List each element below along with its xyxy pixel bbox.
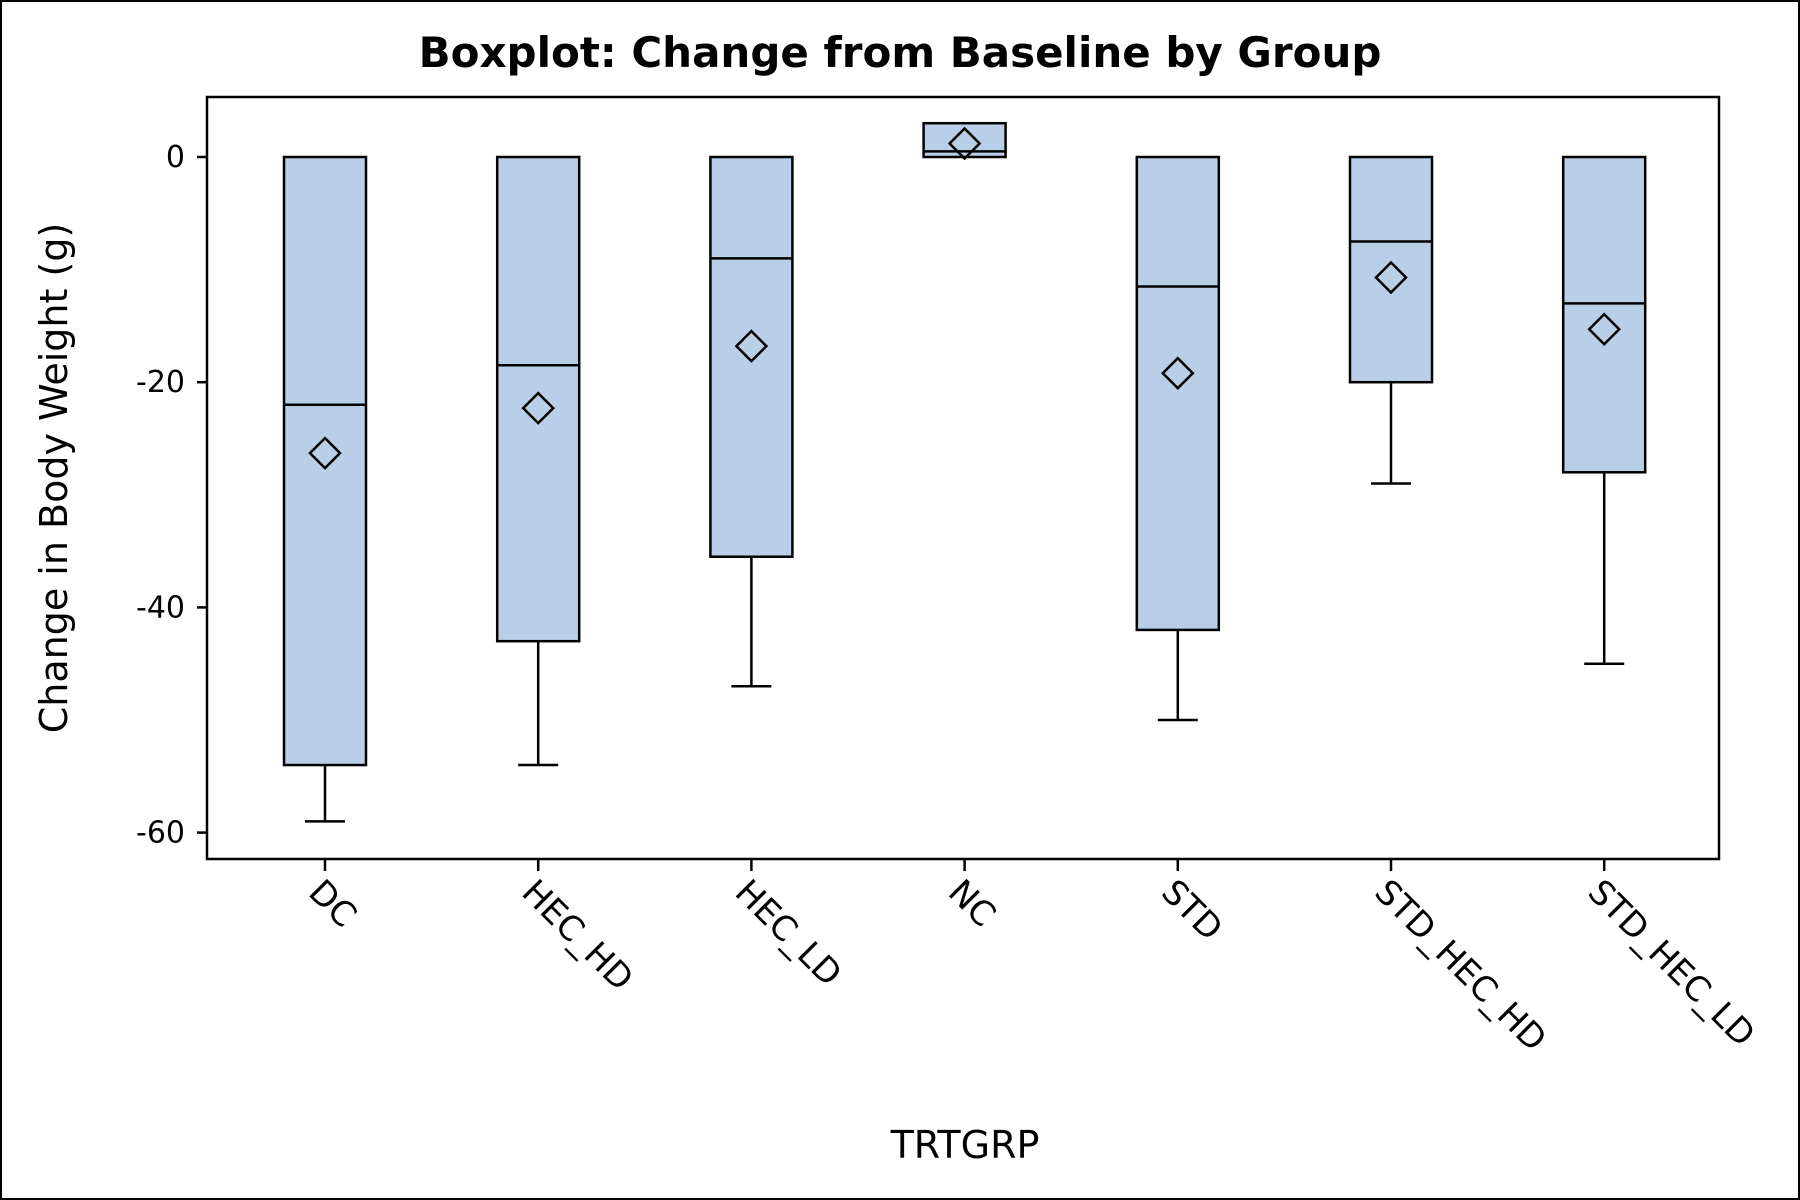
mean-marker (1161, 356, 1195, 390)
x-tick-label: STD_HEC_LD (1580, 872, 1763, 1055)
mean-marker (308, 436, 342, 470)
box-std-hec-ld (1561, 155, 1647, 665)
y-axis: 0 -20 -40 -60 (136, 140, 207, 851)
y-axis-label: Change in Body Weight (g) (32, 223, 76, 734)
y-tick-label: 0 (166, 140, 185, 175)
box-iqr (709, 155, 794, 558)
x-tick-label: DC (301, 872, 365, 936)
mean-marker (1374, 260, 1408, 295)
box-std (1135, 155, 1221, 722)
y-tick-label: -20 (136, 365, 185, 400)
x-tick-label: STD_HEC_HD (1367, 872, 1554, 1059)
box-hec-hd (495, 155, 581, 767)
box-iqr (495, 155, 581, 643)
mean-marker (734, 329, 769, 363)
mean-marker (1587, 312, 1621, 347)
chart-title: Boxplot: Change from Baseline by Group (419, 28, 1382, 77)
x-axis: DC HEC_HD HEC_LD NC STD STD_HEC_HD STD_HEC_LD (301, 859, 1763, 1060)
x-tick-label: STD (1153, 872, 1230, 949)
box-iqr (1135, 155, 1221, 632)
box-dc (282, 155, 368, 823)
box-iqr (1348, 155, 1434, 384)
y-tick-label: -60 (136, 816, 185, 851)
box-series (282, 121, 1647, 823)
mean-marker (521, 391, 555, 425)
box-nc (922, 121, 1007, 161)
x-tick-label: HEC_LD (727, 872, 849, 994)
x-tick-label: NC (940, 872, 1003, 935)
box-std-hec-hd (1348, 155, 1434, 485)
x-tick-label: HEC_HD (514, 872, 641, 999)
box-iqr (282, 155, 368, 767)
mean-marker (947, 126, 982, 161)
plot-area (205, 95, 1721, 861)
y-tick-label: -40 (136, 590, 185, 625)
x-axis-label: TRTGRP (890, 1123, 1040, 1167)
box-hec-ld (709, 155, 794, 688)
